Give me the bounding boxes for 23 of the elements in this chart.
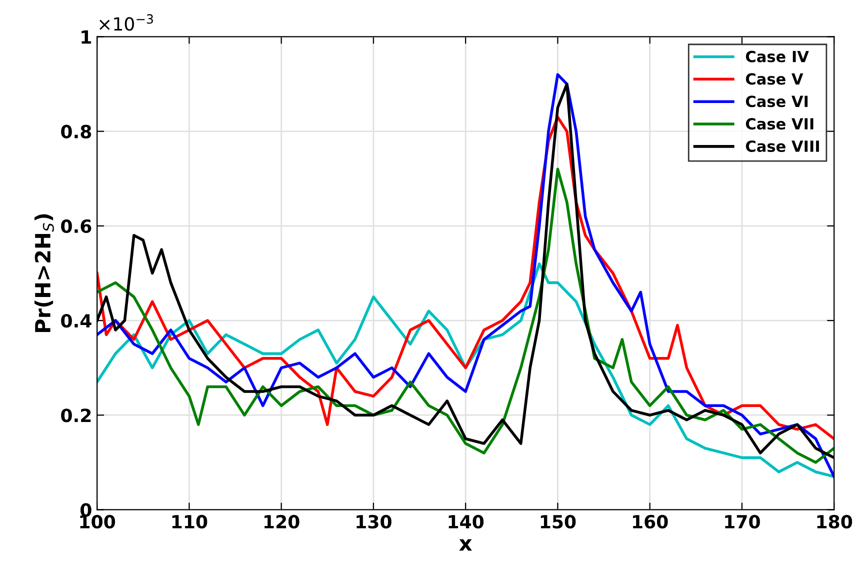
x-tick-label: 150	[540, 514, 576, 529]
x-axis-title: x	[459, 539, 472, 551]
legend-label: Case VIII	[746, 140, 819, 152]
y-tick-label: 0.8	[61, 124, 92, 138]
y-tick-label: 0.6	[61, 219, 92, 234]
x-tick-label: 110	[172, 514, 208, 529]
y-tick-label: 0.2	[61, 408, 91, 422]
x-tick-label: 100	[80, 514, 116, 529]
x-tick-label: 160	[633, 514, 668, 529]
legend-label: Case VI	[746, 96, 808, 108]
text: ×10$^{−3}$	[100, 14, 153, 31]
x-tick-label: 120	[264, 514, 300, 529]
y-axis-title: Pr(H>2H$_{S}$)	[34, 214, 54, 332]
legend-label: Case VII	[746, 118, 814, 130]
x-tick-label: 180	[817, 514, 852, 529]
y-tick-label: 0.4	[61, 314, 92, 328]
y-tick-label: 0	[80, 503, 92, 517]
x-tick-label: 130	[356, 514, 392, 529]
legend-label: Case V	[746, 73, 804, 85]
x-tick-label: 170	[725, 514, 760, 529]
x-tick-label: 140	[448, 514, 484, 529]
legend-label: Case IV	[746, 50, 809, 62]
y-tick-label: 1	[82, 30, 91, 44]
